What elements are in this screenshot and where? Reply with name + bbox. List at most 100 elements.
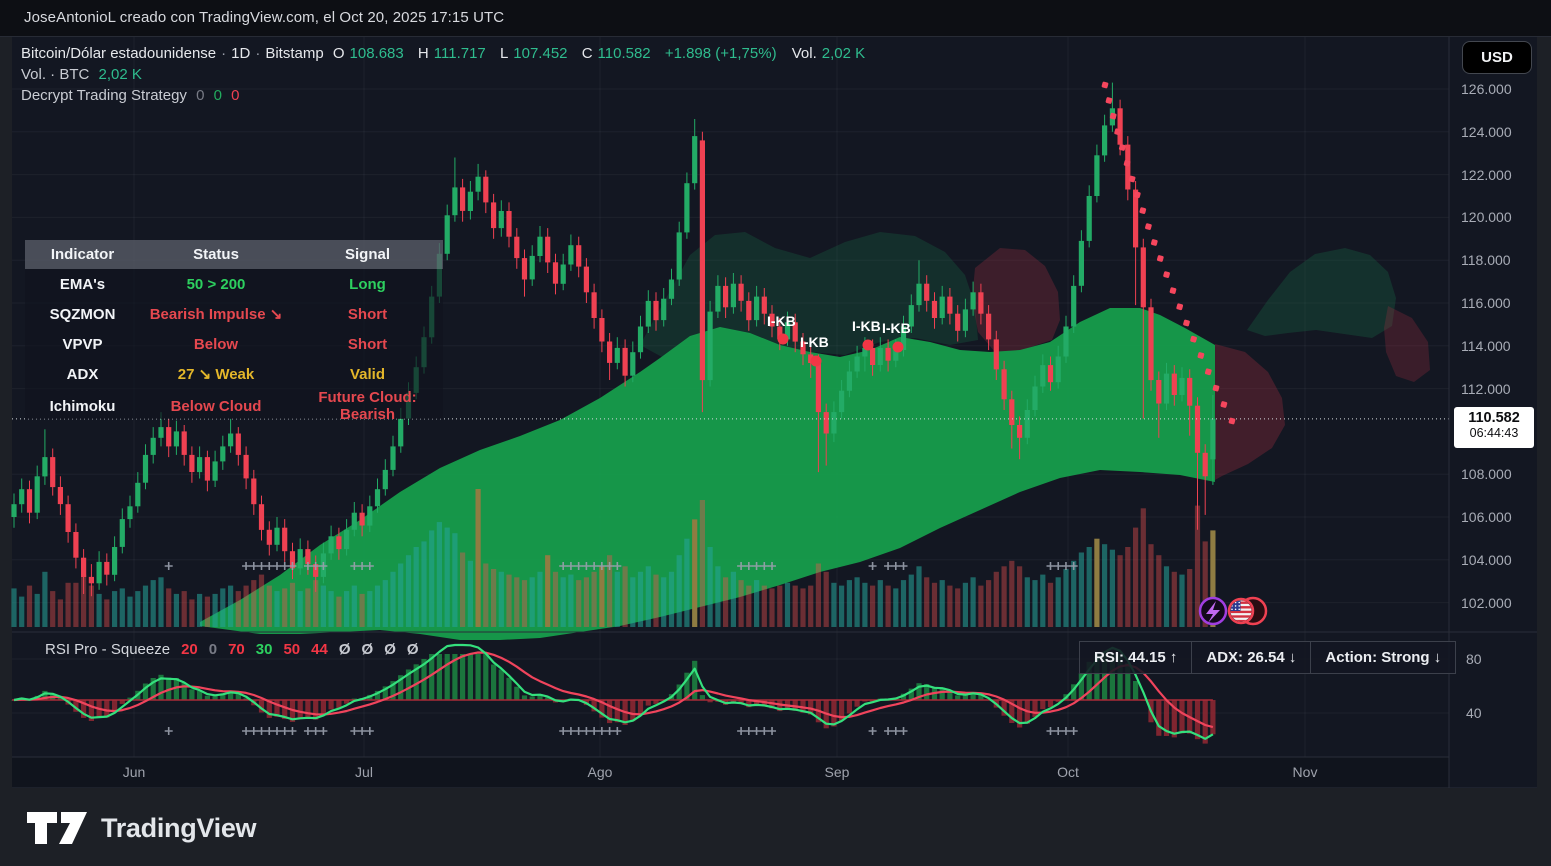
price-tick-label: 106.000 xyxy=(1461,509,1512,525)
last-price-value: 110.582 xyxy=(1468,410,1520,426)
adx-value-badge: ADX: 26.54 ↓ xyxy=(1191,641,1312,674)
indicator-name: SQZMON xyxy=(49,305,116,323)
price-tick-label: 104.000 xyxy=(1461,551,1512,568)
separator: · xyxy=(255,45,261,62)
price-tick-label: 126.000 xyxy=(1461,81,1512,97)
close-label: C 110.582 xyxy=(581,45,651,62)
time-axis-label-jul[interactable]: Jul xyxy=(355,764,373,780)
indicator-name: ADX xyxy=(66,365,99,383)
volume-btc-value: 2,02 K xyxy=(98,66,142,83)
strategy-value-2: 0 xyxy=(213,87,222,104)
open-value: 108.683 xyxy=(349,45,404,62)
high-value: 111.717 xyxy=(433,45,486,62)
indicator-signal: Valid xyxy=(349,365,386,383)
interval-value[interactable]: 1D xyxy=(231,45,251,62)
us-flag-icon[interactable] xyxy=(1229,599,1253,623)
symbol-legend-row[interactable]: Bitcoin/Dólar estadounidense · 1D · Bitstamp… xyxy=(21,45,870,62)
currency-toggle-button[interactable]: USD xyxy=(1462,41,1532,74)
rsi-pane-legend[interactable]: RSI Pro - Squeeze 20 0 70 30 50 44 Ø Ø Ø Ø xyxy=(45,641,419,658)
indicator-status: 27 ↘ Weak xyxy=(177,366,255,383)
price-tick-label: 122.000 xyxy=(1461,166,1512,183)
rsi-param-value: Ø xyxy=(406,641,419,658)
symbol-name[interactable]: Bitcoin/Dólar estadounidense xyxy=(21,45,217,62)
volume-btc-label: Vol. · BTC xyxy=(21,66,90,83)
time-axis-label-oct[interactable]: Oct xyxy=(1057,764,1079,780)
indicator-table-header: Indicator Status Signal xyxy=(25,240,443,269)
ichimoku-future-cloud-region xyxy=(1247,248,1396,338)
table-header-cell: Signal xyxy=(344,246,390,263)
change-value: +1.898 (+1,75%) xyxy=(664,45,777,62)
open-label: O 108.683 xyxy=(332,45,404,62)
time-axis-label-nov[interactable]: Nov xyxy=(1292,764,1318,780)
volume-value: 2,02 K xyxy=(821,45,866,62)
rsi-param-value: Ø xyxy=(361,641,374,658)
tradingview-brand[interactable]: TradingView xyxy=(25,806,257,850)
volume-bars xyxy=(11,489,1216,627)
svg-text:I-KB: I-KB xyxy=(767,313,796,329)
rsi-param-value: 20 xyxy=(181,641,198,658)
strategy-entry-markers xyxy=(164,562,1078,735)
strategy-name: Decrypt Trading Strategy xyxy=(21,87,187,104)
svg-text:I-KB: I-KB xyxy=(852,318,881,334)
high-label: H 111.717 xyxy=(417,45,486,62)
svg-text:I-KB: I-KB xyxy=(882,320,911,336)
exchange-name[interactable]: Bitstamp xyxy=(265,45,324,62)
rsi-value-badge: RSI: 44.15 ↑ xyxy=(1079,641,1193,674)
rsi-param-value: 70 xyxy=(228,641,245,658)
ichimoku-future-cloud-region xyxy=(972,248,1060,352)
ichimoku-future-cloud-region xyxy=(1384,306,1430,382)
top-attribution-bar: JoseAntonioL creado con TradingView.com,… xyxy=(0,0,1551,37)
footer-bar: TradingView xyxy=(0,788,1551,866)
time-axis-label-ago[interactable]: Ago xyxy=(587,764,613,780)
table-header-cell: Status xyxy=(193,246,239,263)
rsi-param-value: 0 xyxy=(208,641,218,658)
separator: · xyxy=(221,45,227,62)
strategy-legend-row[interactable]: Decrypt Trading Strategy 0 0 0 xyxy=(21,87,244,104)
rsi-param-value: 44 xyxy=(311,641,328,658)
candlesticks xyxy=(11,82,1216,597)
tradingview-brand-text: TradingView xyxy=(101,812,257,843)
price-tick-label: 112.000 xyxy=(1461,380,1511,397)
rsi-param-value: Ø xyxy=(338,641,351,658)
indicator-status: 50 > 200 xyxy=(186,275,246,293)
tradingview-logo-icon xyxy=(27,812,87,844)
ichimoku-future-cloud-region xyxy=(640,232,978,357)
trend-projection-dotted-line xyxy=(1101,81,1236,425)
volume-label: Vol. xyxy=(791,45,817,62)
price-tick-label: 114.000 xyxy=(1461,337,1511,354)
chart-event-icons[interactable] xyxy=(1198,596,1268,626)
indicator-row-ichimoku: Ichimoku Below Cloud Future Cloud: Bearish xyxy=(25,389,443,423)
indicator-signal: Short xyxy=(347,335,388,353)
price-tick-label: 124.000 xyxy=(1461,123,1512,140)
lightning-bolt-glyph xyxy=(1206,601,1220,623)
indicator-row-sqzmon: SQZMON Bearish Impulse ↘ Short xyxy=(25,299,443,329)
rsi-param-value: 50 xyxy=(283,641,301,658)
ichimoku-future-cloud-region xyxy=(1215,344,1285,480)
indicator-signal: Short xyxy=(347,305,388,323)
svg-text:I-KB: I-KB xyxy=(800,334,829,350)
volume-legend-row[interactable]: Vol. · BTC 2,02 K xyxy=(21,66,147,83)
indicator-row-vpvp: VPVP Below Short xyxy=(25,329,443,359)
indicator-name: EMA's xyxy=(59,275,106,293)
low-value: 107.452 xyxy=(513,45,568,62)
indicator-status: Below Cloud xyxy=(170,397,262,415)
price-tick-label: 118.000 xyxy=(1461,252,1511,269)
strategy-value-3: 0 xyxy=(231,87,240,104)
table-header-cell: Indicator xyxy=(50,246,115,263)
price-tick-label: 116.000 xyxy=(1461,295,1511,311)
time-axis-label-sep[interactable]: Sep xyxy=(824,764,850,780)
indicator-row-adx: ADX 27 ↘ Weak Valid xyxy=(25,359,443,389)
indicator-signal: Long xyxy=(349,275,386,293)
time-axis-label-jun[interactable]: Jun xyxy=(122,764,146,780)
indicator-name: VPVP xyxy=(62,335,103,353)
rsi-param-value: Ø xyxy=(384,641,396,658)
indicator-status: Bearish Impulse ↘ xyxy=(149,306,283,323)
rsi-tick-label: 40 xyxy=(1466,705,1482,721)
rsi-tick-label: 80 xyxy=(1466,651,1482,667)
indicator-signal: Future Cloud: Bearish xyxy=(318,389,417,423)
rsi-indicator-title[interactable]: RSI Pro - Squeeze xyxy=(45,641,171,658)
rsi-parameters: 20 0 70 30 50 44 Ø Ø Ø Ø xyxy=(170,641,418,658)
rsi-line xyxy=(13,643,1214,740)
low-label: L 107.452 xyxy=(499,45,568,62)
